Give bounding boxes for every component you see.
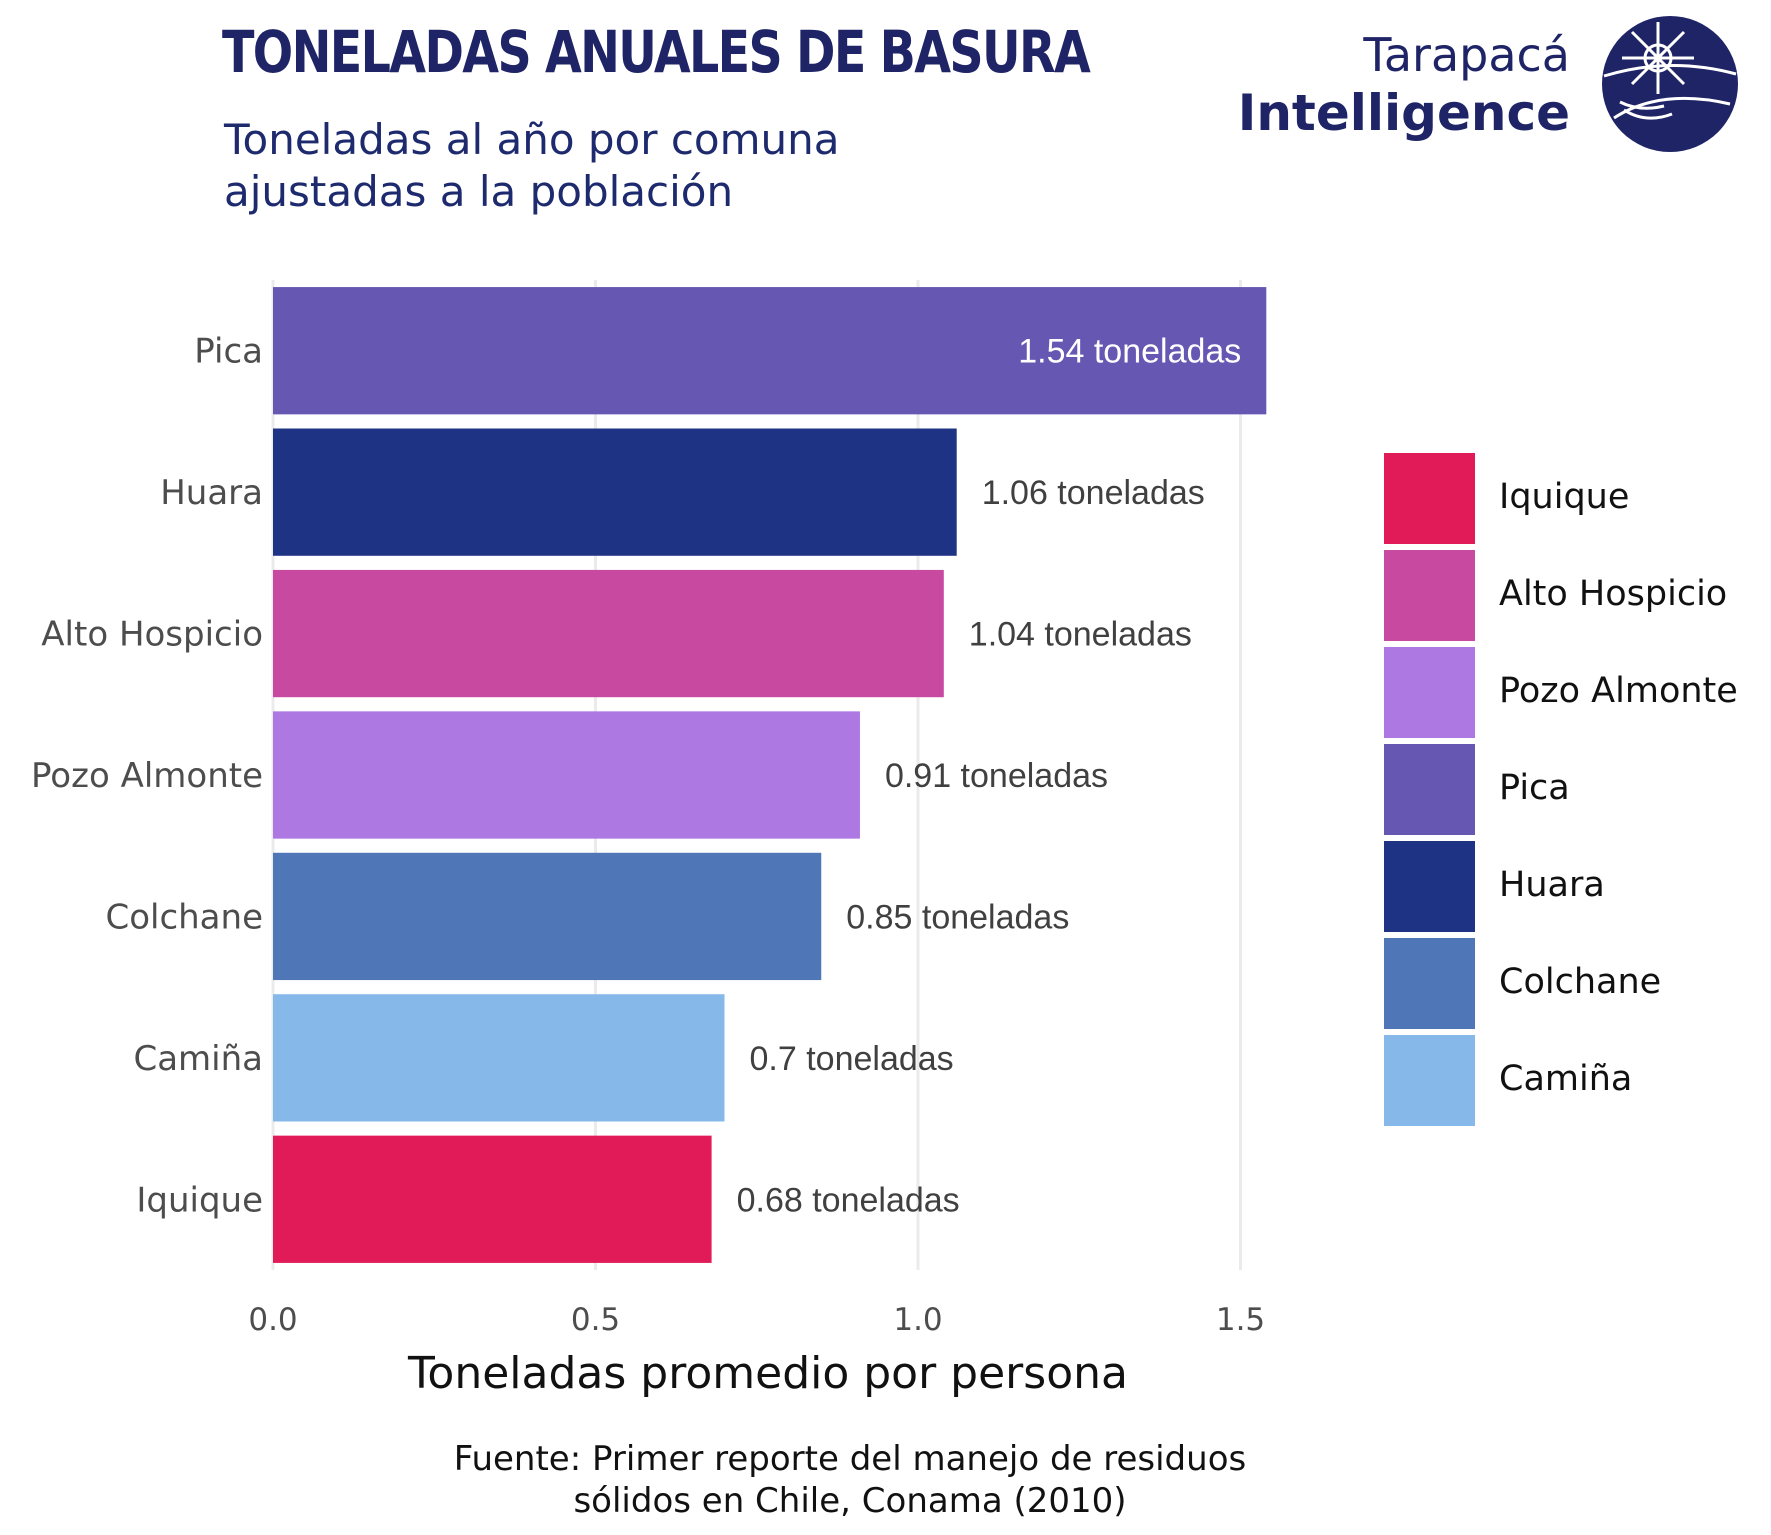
data-label: 0.7 toneladas <box>750 1040 954 1078</box>
bar <box>273 428 957 556</box>
y-tick-label: Pica <box>194 332 263 372</box>
data-label: 1.54 toneladas <box>1018 333 1241 371</box>
legend-item: Pica <box>1384 744 1764 838</box>
x-axis-label: Toneladas promedio por persona <box>408 1348 1128 1399</box>
x-tick-label: 0.5 <box>571 1302 620 1338</box>
data-label: 1.04 toneladas <box>969 616 1192 654</box>
legend-label: Pozo Almonte <box>1499 671 1738 711</box>
y-tick-label: Camiña <box>133 1039 263 1079</box>
data-label: 0.91 toneladas <box>885 757 1108 795</box>
legend-label: Alto Hospicio <box>1499 574 1728 614</box>
y-tick-label: Pozo Almonte <box>31 756 263 796</box>
bar <box>273 569 944 698</box>
legend-swatch <box>1384 841 1475 932</box>
data-labels: 1.54 toneladas 1.06 toneladas 1.04 tonelad… <box>737 333 1242 1220</box>
legend-label: Pica <box>1499 768 1570 808</box>
y-tick-label: Huara <box>160 473 263 513</box>
bar <box>273 287 1267 415</box>
chart-subtitle: Toneladas al año por comuna ajustadas a … <box>224 115 840 216</box>
y-tick-label: Alto Hospicio <box>41 615 263 655</box>
logo-text-line2: Intelligence <box>1237 84 1570 142</box>
legend-swatch <box>1384 453 1475 544</box>
legend-item: Huara <box>1384 841 1764 935</box>
data-label: 1.06 toneladas <box>982 474 1205 512</box>
chart-title: TONELADAS ANUALES DE BASURA <box>222 18 1091 86</box>
x-tick-label: 1.5 <box>1216 1302 1265 1338</box>
bar <box>273 852 822 981</box>
legend-swatch <box>1384 647 1475 738</box>
brand-logo: Tarapacá Intelligence <box>1238 14 1740 154</box>
legend-label: Huara <box>1499 865 1605 905</box>
x-tick-label: 0.0 <box>248 1302 297 1338</box>
legend-item: Camiña <box>1384 1035 1764 1129</box>
legend-swatch <box>1384 550 1475 641</box>
globe-compass-icon <box>1602 16 1738 152</box>
y-tick-label: Colchane <box>105 897 263 937</box>
legend-item: Colchane <box>1384 938 1764 1032</box>
y-axis-ticks: Pica Huara Alto Hospicio Pozo Almonte Colcha… <box>31 332 263 1221</box>
bar <box>273 994 725 1122</box>
y-tick-label: Iquique <box>136 1180 263 1220</box>
legend-item: Pozo Almonte <box>1384 647 1764 741</box>
x-tick-label: 1.0 <box>893 1302 942 1338</box>
legend-label: Colchane <box>1499 962 1662 1002</box>
legend-item: Iquique <box>1384 453 1764 547</box>
source-caption: Fuente: Primer reporte del manejo de res… <box>453 1439 1247 1521</box>
legend-swatch <box>1384 744 1475 835</box>
bar <box>273 711 860 839</box>
data-label: 0.68 toneladas <box>737 1181 960 1219</box>
bars <box>273 287 1267 1263</box>
legend-label: Iquique <box>1499 477 1630 517</box>
legend-swatch <box>1384 938 1475 1029</box>
data-label: 0.85 toneladas <box>846 898 1069 936</box>
legend-label: Camiña <box>1499 1059 1633 1099</box>
legend-item: Alto Hospicio <box>1384 550 1764 644</box>
x-axis-ticks: 0.0 0.5 1.0 1.5 <box>248 1302 1265 1338</box>
legend-swatch <box>1384 1035 1475 1126</box>
logo-text-line1: Tarapacá <box>1363 28 1570 82</box>
bar <box>273 1135 712 1263</box>
